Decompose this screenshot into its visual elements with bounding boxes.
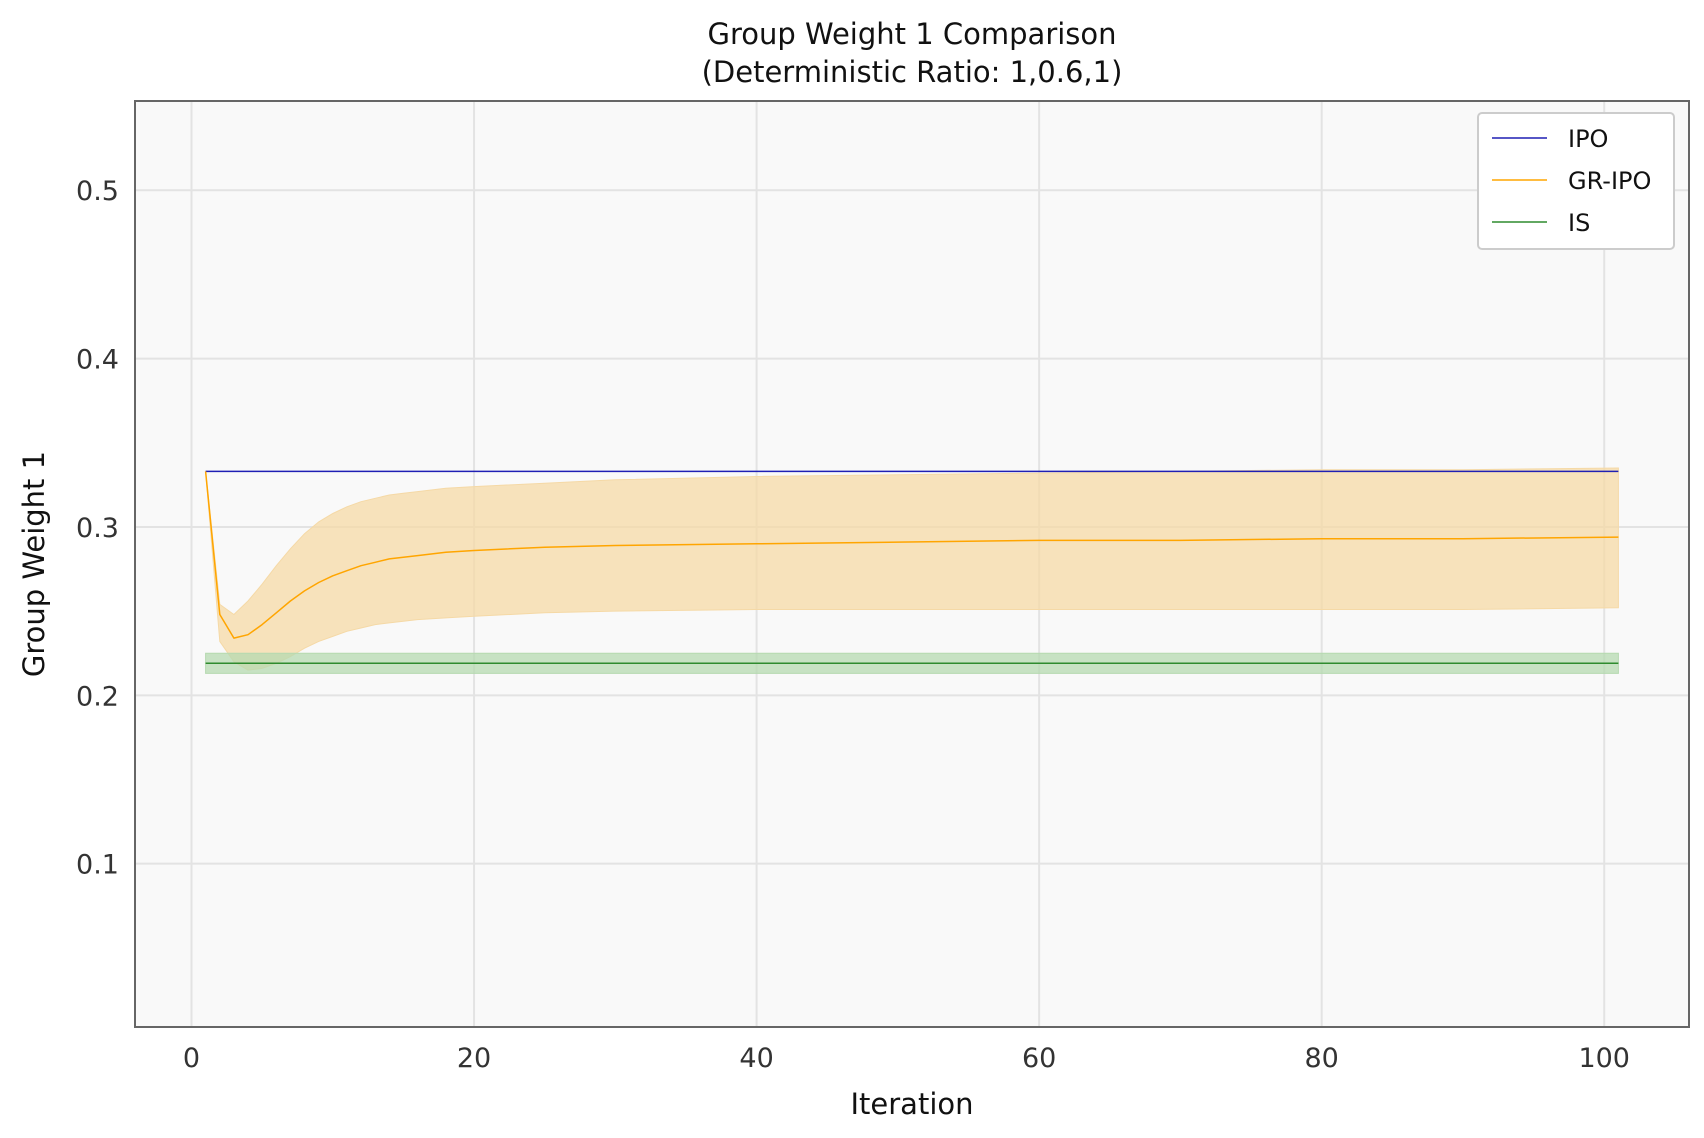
x-tick-label: 20	[457, 1043, 491, 1074]
y-tick-label: 0.3	[76, 513, 119, 544]
band-gr-ipo	[205, 467, 1619, 671]
chart-title-line2: (Deterministic Ratio: 1,0.6,1)	[702, 55, 1123, 89]
y-tick-label: 0.2	[76, 681, 119, 712]
y-tick-label: 0.4	[76, 345, 119, 376]
legend-label-is: IS	[1568, 209, 1590, 237]
x-tick-label: 80	[1305, 1043, 1339, 1074]
x-tick-label: 60	[1022, 1043, 1056, 1074]
series-line-gr-ipo	[204, 471, 1619, 639]
tick-labels: 0 20 40 60 80 100 0.1 0.2 0.3 0.4 0.5	[76, 176, 1630, 1074]
legend-label-ipo: IPO	[1568, 125, 1608, 153]
legend: IPO GR-IPO IS	[1477, 112, 1675, 250]
x-tick-label: 0	[183, 1043, 200, 1074]
x-tick-label: 40	[739, 1043, 773, 1074]
legend-label-gr-ipo: GR-IPO	[1568, 167, 1651, 195]
chart-title-line1: Group Weight 1 Comparison	[707, 17, 1116, 51]
plot-frame	[134, 100, 1690, 1028]
series-lines	[204, 470, 1619, 665]
y-axis-label: Group Weight 1	[17, 451, 51, 677]
x-axis-label: Iteration	[850, 1087, 973, 1121]
x-tick-label: 100	[1578, 1043, 1630, 1074]
y-tick-label: 0.5	[76, 176, 119, 207]
y-tick-label: 0.1	[76, 850, 119, 881]
legend-box	[1477, 112, 1675, 250]
